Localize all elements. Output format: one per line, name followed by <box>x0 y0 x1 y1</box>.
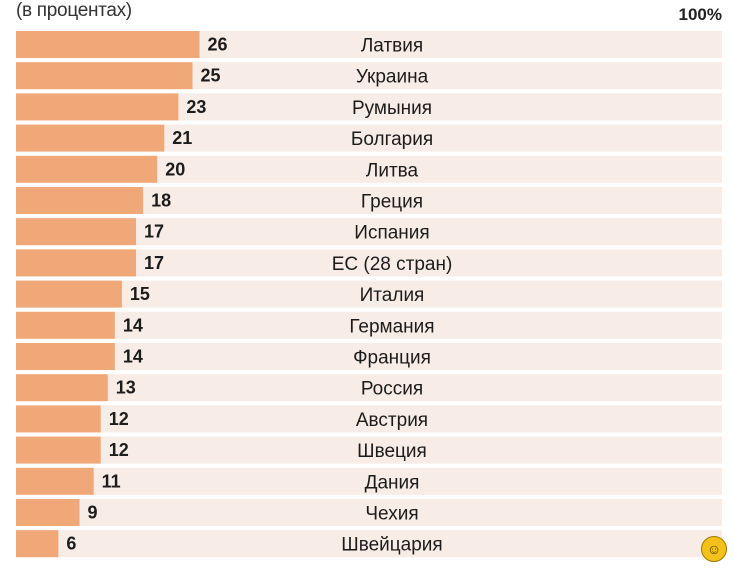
bar-value-label: 13 <box>116 378 136 398</box>
category-label: Франция <box>353 348 431 369</box>
category-label: Австрия <box>356 410 428 431</box>
category-label: Швейцария <box>341 535 442 556</box>
category-label: ЕС (28 стран) <box>332 254 453 275</box>
bar-value-label: 6 <box>66 534 76 554</box>
sticker-face-icon: ☺ <box>701 536 727 562</box>
bar-value-label: 26 <box>208 35 228 55</box>
category-label: Швеция <box>357 441 427 462</box>
bar <box>16 249 137 277</box>
bar <box>16 467 94 495</box>
bar-value-label: 23 <box>186 97 206 117</box>
category-label: Дания <box>365 472 420 493</box>
bar-track <box>16 311 722 339</box>
bar <box>16 218 137 246</box>
category-label: Россия <box>361 379 423 400</box>
bar-track <box>16 499 722 526</box>
bar-track <box>16 405 722 433</box>
bar <box>16 280 122 308</box>
bar <box>16 436 101 464</box>
bar-value-label: 11 <box>102 471 121 491</box>
bar-value-label: 12 <box>109 440 129 460</box>
bar <box>16 187 144 214</box>
bar-value-label: 17 <box>144 253 164 273</box>
bar <box>16 155 158 183</box>
bar-value-label: 21 <box>172 128 192 148</box>
max-value-label: 100% <box>678 5 722 24</box>
bar-track <box>16 530 722 558</box>
bar-track <box>16 374 722 402</box>
category-label: Латвия <box>361 36 423 57</box>
bar-value-label: 9 <box>88 503 98 523</box>
bar-value-label: 15 <box>130 284 150 304</box>
category-label: Украина <box>356 67 429 88</box>
category-label: Болгария <box>351 129 433 150</box>
bar-track <box>16 280 722 308</box>
bar <box>16 31 200 58</box>
chart-caption: (в процентах) <box>16 0 132 21</box>
bar-track <box>16 467 722 495</box>
category-label: Италия <box>360 285 425 306</box>
bar-value-label: 12 <box>109 409 129 429</box>
bar-track <box>16 343 722 370</box>
category-label: Греция <box>361 192 423 213</box>
category-label: Испания <box>354 223 429 244</box>
bar <box>16 124 165 152</box>
category-label: Румыния <box>352 98 432 119</box>
bar-value-label: 25 <box>201 66 221 86</box>
bar <box>16 343 115 370</box>
bar <box>16 93 179 121</box>
bar <box>16 499 80 526</box>
category-label: Литва <box>366 160 419 181</box>
bar <box>16 374 108 402</box>
bar-value-label: 17 <box>144 222 164 242</box>
bar <box>16 405 101 433</box>
bar-value-label: 18 <box>151 191 171 211</box>
bar <box>16 62 193 90</box>
bar-value-label: 20 <box>165 159 185 179</box>
bar <box>16 530 59 558</box>
category-label: Германия <box>349 316 434 337</box>
bar-value-label: 14 <box>123 315 143 335</box>
bar <box>16 311 115 339</box>
bar-track <box>16 436 722 464</box>
category-label: Чехия <box>365 504 418 525</box>
bar-value-label: 14 <box>123 347 143 367</box>
